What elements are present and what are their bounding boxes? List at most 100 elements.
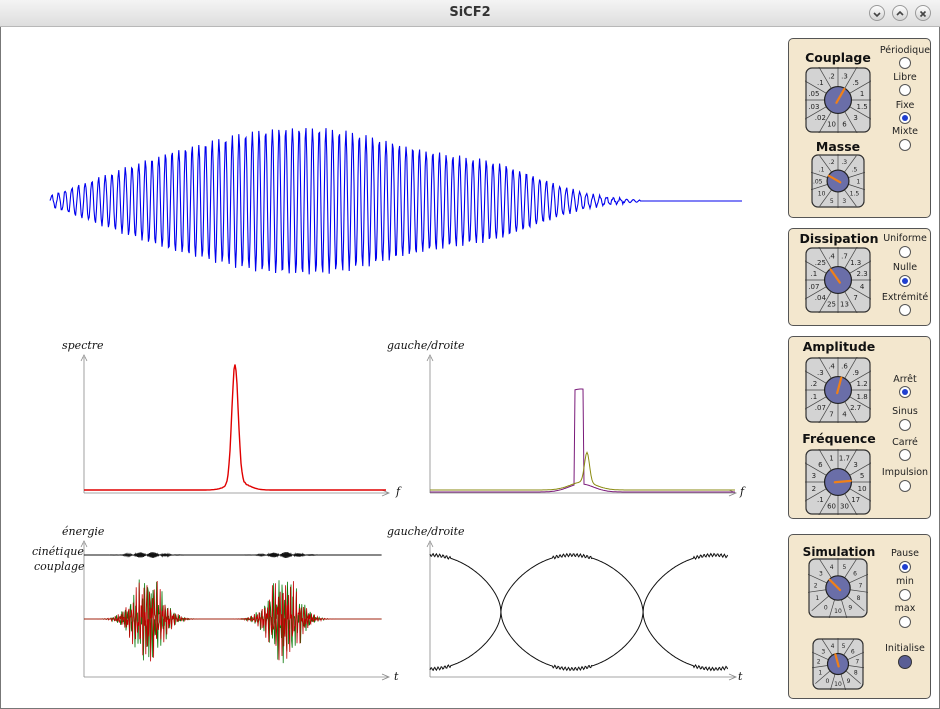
libre-radio[interactable] — [899, 84, 911, 96]
svg-text:.05: .05 — [808, 90, 819, 98]
droite-curve — [430, 451, 735, 491]
dissipation-knob[interactable]: .71.3 2.3 47 13 25.04 .07 .1 .25.4 — [805, 247, 871, 313]
gauche-droite-bottom-ylabel: gauche/droite — [387, 525, 465, 538]
masse-knob[interactable]: .3 .5 1 1.5 3 5 10 .05 .1 .2 — [811, 154, 865, 208]
spectre-xlabel: f — [395, 485, 402, 498]
svg-text:.07: .07 — [815, 404, 826, 412]
svg-text:1: 1 — [856, 179, 860, 186]
svg-text:5: 5 — [860, 472, 864, 480]
svg-text:.4: .4 — [828, 362, 835, 370]
svg-text:.7: .7 — [841, 252, 848, 260]
max-label: max — [894, 603, 916, 614]
amplitude-knob[interactable]: .6 .9 1.2 1.8 2.74 7.07 .1 .2 .3 .4 — [805, 357, 871, 423]
carre-radio[interactable] — [899, 449, 911, 461]
sinus-label: Sinus — [892, 406, 918, 417]
maximize-button[interactable] — [892, 5, 908, 21]
fixe-radio[interactable] — [899, 112, 911, 124]
couplage-panel: Couplage .3.5 1 1.5 3 6 10.02.03.05.1.2 Masse… — [788, 38, 931, 218]
min-label: min — [896, 576, 914, 587]
svg-text:10: 10 — [834, 681, 842, 688]
spectre-ylabel: spectre — [62, 339, 104, 352]
svg-text:6: 6 — [842, 121, 847, 129]
window-title: SiCF2 — [449, 5, 491, 20]
carre-label: Carré — [892, 437, 918, 448]
couplage-knob[interactable]: .3 .51 1.536 10.02 .03 .05 .1 .2 — [805, 67, 871, 133]
svg-text:4: 4 — [831, 643, 835, 650]
svg-text:.9: .9 — [852, 369, 859, 377]
svg-text:2.7: 2.7 — [850, 404, 861, 412]
fixe-label: Fixe — [895, 100, 915, 111]
close-button[interactable] — [915, 5, 931, 21]
svg-text:30: 30 — [840, 503, 849, 511]
svg-text:1.5: 1.5 — [857, 103, 868, 111]
svg-text:3: 3 — [821, 649, 825, 656]
svg-text:10: 10 — [827, 121, 836, 129]
min-radio[interactable] — [899, 589, 911, 601]
uniforme-radio[interactable] — [899, 246, 911, 258]
sinus-radio[interactable] — [899, 419, 911, 431]
extremite-radio[interactable] — [899, 304, 911, 316]
mixte-radio[interactable] — [899, 139, 911, 151]
svg-text:3: 3 — [819, 571, 823, 578]
svg-text:1: 1 — [829, 454, 833, 462]
minimize-button[interactable] — [869, 5, 885, 21]
svg-text:5: 5 — [830, 198, 834, 205]
svg-text:5: 5 — [842, 643, 846, 650]
plot-area: spectre f gauche/droite f énergie cinéti… — [32, 128, 746, 683]
svg-text:.5: .5 — [852, 79, 859, 87]
svg-text:13: 13 — [840, 301, 849, 309]
svg-text:9: 9 — [847, 678, 851, 685]
gauche-droite-top-xlabel: f — [739, 485, 746, 498]
initialise-label: Initialise — [885, 643, 925, 654]
gauche-droite-top-graph: gauche/droite f — [387, 339, 746, 498]
svg-text:6: 6 — [853, 571, 857, 578]
mixte-label: Mixte — [891, 126, 919, 137]
energie-xlabel: t — [394, 670, 399, 683]
svg-text:1.8: 1.8 — [857, 393, 868, 401]
impulsion-radio[interactable] — [899, 480, 911, 492]
svg-text:7: 7 — [858, 582, 862, 589]
arret-label: Arrêt — [893, 374, 917, 385]
svg-text:3: 3 — [853, 114, 857, 122]
pause-radio[interactable] — [899, 561, 911, 573]
svg-text:.3: .3 — [817, 369, 824, 377]
simulation-speed-knob[interactable]: 567 89 10 01 234 — [812, 638, 864, 690]
uniforme-label: Uniforme — [883, 233, 927, 244]
svg-text:5: 5 — [842, 564, 846, 571]
chevron-down-icon — [873, 12, 881, 18]
couplage-title: Couplage — [805, 50, 871, 65]
amplitude-title: Amplitude — [802, 339, 876, 354]
svg-text:60: 60 — [827, 503, 836, 511]
couplage-curve — [84, 580, 382, 662]
initialise-button[interactable] — [898, 655, 912, 669]
svg-text:2: 2 — [812, 485, 816, 493]
title-bar: SiCF2 — [0, 0, 940, 27]
svg-text:6: 6 — [818, 461, 823, 469]
wave-chain-plot — [49, 128, 742, 275]
periodique-radio[interactable] — [899, 57, 911, 69]
gauche-droite-bottom-graph: gauche/droite t — [387, 525, 743, 683]
svg-text:.2: .2 — [811, 380, 818, 388]
svg-text:6: 6 — [851, 649, 855, 656]
max-radio[interactable] — [899, 616, 911, 628]
svg-text:1.3: 1.3 — [850, 259, 861, 267]
simulation-knob[interactable]: 567 89 10 01 234 — [808, 558, 868, 618]
svg-text:1.2: 1.2 — [857, 380, 868, 388]
arret-radio[interactable] — [899, 386, 911, 398]
svg-text:2: 2 — [817, 659, 821, 666]
gauche-droite-top-ylabel: gauche/droite — [387, 339, 465, 352]
svg-text:.1: .1 — [811, 270, 818, 278]
svg-text:.02: .02 — [815, 114, 826, 122]
svg-text:4: 4 — [842, 411, 847, 419]
dissipation-panel: Dissipation .7 1.3 2.3 4 7 13 25.04.07.1.25.4 … — [788, 228, 931, 326]
cinetique-curve — [84, 551, 382, 558]
svg-text:.04: .04 — [815, 294, 827, 302]
nulle-radio[interactable] — [899, 275, 911, 287]
chevron-up-icon — [896, 10, 904, 16]
svg-text:.2: .2 — [828, 72, 835, 80]
masse-title: Masse — [815, 139, 861, 154]
spectre-curve — [84, 364, 386, 491]
svg-text:10: 10 — [834, 608, 842, 615]
droite-time-curve — [429, 552, 729, 672]
